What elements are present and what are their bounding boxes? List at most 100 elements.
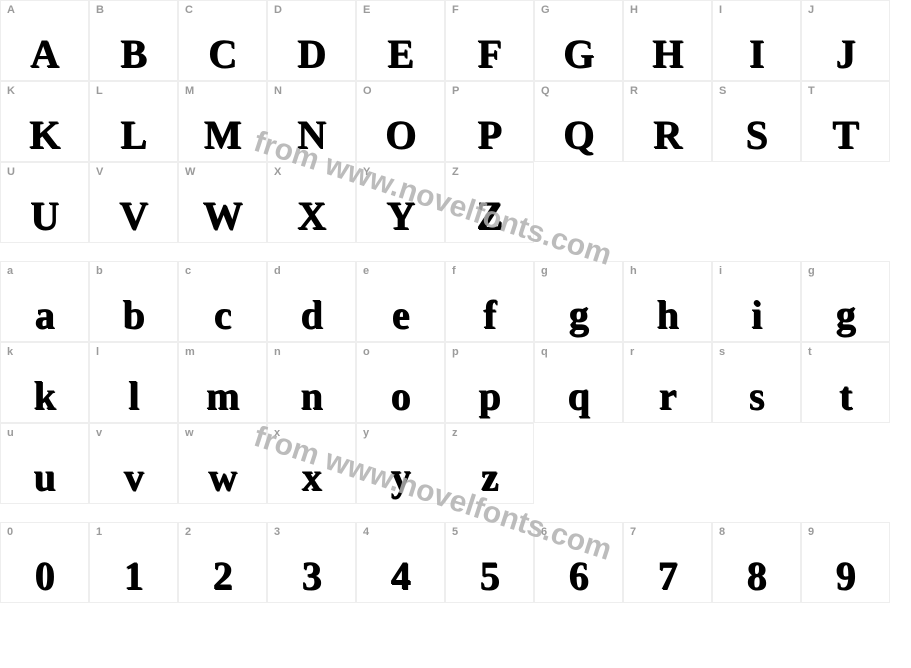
charmap-cell-glyph: H	[624, 34, 711, 74]
charmap-cell: 00	[0, 522, 89, 603]
charmap-cell-label: x	[274, 427, 280, 439]
charmap-cell: FF	[445, 0, 534, 81]
charmap-cell: aa	[0, 261, 89, 342]
charmap-cell-label: z	[452, 427, 458, 439]
charmap-cell-glyph: M	[179, 115, 266, 155]
charmap-cell-label: S	[719, 85, 726, 97]
charmap-cell: JJ	[801, 0, 890, 81]
charmap-cell-label: C	[185, 4, 193, 16]
charmap-cell: gg	[801, 261, 890, 342]
charmap-cell-label: L	[96, 85, 103, 97]
charmap-cell: kk	[0, 342, 89, 423]
charmap-cell-glyph: b	[90, 295, 177, 335]
charmap-cell: EE	[356, 0, 445, 81]
charmap-cell: ee	[356, 261, 445, 342]
charmap-cell: RR	[623, 81, 712, 162]
charmap-cell-label: d	[274, 265, 281, 277]
charmap-cell-label: A	[7, 4, 15, 16]
charmap-cell-glyph: e	[357, 295, 444, 335]
charmap-cell-glyph: C	[179, 34, 266, 74]
charmap-cell-glyph: J	[802, 34, 889, 74]
charmap-cell-label: K	[7, 85, 15, 97]
charmap-cell-glyph: a	[1, 295, 88, 335]
charmap-cell-glyph: g	[535, 295, 622, 335]
charmap-cell-label: m	[185, 346, 195, 358]
charmap-cell-glyph: k	[1, 376, 88, 416]
charmap-cell: YY	[356, 162, 445, 243]
charmap-cell-glyph: A	[1, 34, 88, 74]
charmap-cell: KK	[0, 81, 89, 162]
charmap-cell: GG	[534, 0, 623, 81]
charmap-cell: dd	[267, 261, 356, 342]
charmap-cell-glyph: d	[268, 295, 355, 335]
charmap-cell-glyph: P	[446, 115, 533, 155]
charmap-cell-label: s	[719, 346, 725, 358]
charmap-cell-label: 7	[630, 526, 636, 538]
charmap-cell-glyph: 7	[624, 556, 711, 596]
charmap-cell-blank	[712, 162, 801, 243]
font-charmap: AABBCCDDEEFFGGHHIIJJKKLLMMNNOOPPQQRRSSTT…	[0, 0, 911, 603]
charmap-cell: CC	[178, 0, 267, 81]
charmap-cell-glyph: o	[357, 376, 444, 416]
charmap-cell-glyph: z	[446, 457, 533, 497]
charmap-cell-glyph: 4	[357, 556, 444, 596]
charmap-cell-glyph: l	[90, 376, 177, 416]
charmap-cell: 55	[445, 522, 534, 603]
charmap-cell-label: T	[808, 85, 815, 97]
charmap-cell-glyph: B	[90, 34, 177, 74]
charmap-cell-blank	[712, 423, 801, 504]
charmap-cell: PP	[445, 81, 534, 162]
charmap-cell-label: i	[719, 265, 722, 277]
charmap-cell-glyph: K	[1, 115, 88, 155]
charmap-cell-glyph: V	[90, 196, 177, 236]
charmap-cell-label: X	[274, 166, 281, 178]
charmap-cell-label: I	[719, 4, 722, 16]
charmap-cell-glyph: t	[802, 376, 889, 416]
charmap-cell: yy	[356, 423, 445, 504]
charmap-cell: uu	[0, 423, 89, 504]
charmap-cell-glyph: i	[713, 295, 800, 335]
charmap-cell: HH	[623, 0, 712, 81]
charmap-cell: ff	[445, 261, 534, 342]
charmap-cell-blank	[801, 423, 890, 504]
charmap-cell-glyph: f	[446, 295, 533, 335]
charmap-cell-glyph: S	[713, 115, 800, 155]
charmap-cell-glyph: Z	[446, 196, 533, 236]
block-spacer	[0, 504, 910, 522]
charmap-cell-glyph: 5	[446, 556, 533, 596]
charmap-cell-label: D	[274, 4, 282, 16]
charmap-cell-label: y	[363, 427, 369, 439]
charmap-cell-label: t	[808, 346, 812, 358]
charmap-cell-label: 8	[719, 526, 725, 538]
charmap-cell-label: B	[96, 4, 104, 16]
charmap-cell-label: V	[96, 166, 103, 178]
charmap-cell-glyph: n	[268, 376, 355, 416]
charmap-cell-label: c	[185, 265, 191, 277]
charmap-cell: AA	[0, 0, 89, 81]
charmap-cell-blank	[623, 162, 712, 243]
charmap-cell-glyph: D	[268, 34, 355, 74]
charmap-cell: UU	[0, 162, 89, 243]
charmap-cell: oo	[356, 342, 445, 423]
charmap-cell-label: l	[96, 346, 99, 358]
charmap-cell-glyph: E	[357, 34, 444, 74]
charmap-cell-glyph: 3	[268, 556, 355, 596]
charmap-cell-label: e	[363, 265, 369, 277]
charmap-cell-glyph: U	[1, 196, 88, 236]
charmap-cell-glyph: L	[90, 115, 177, 155]
charmap-cell-glyph: R	[624, 115, 711, 155]
charmap-cell: NN	[267, 81, 356, 162]
charmap-cell: gg	[534, 261, 623, 342]
charmap-cell: TT	[801, 81, 890, 162]
charmap-cell: vv	[89, 423, 178, 504]
charmap-cell-glyph: 6	[535, 556, 622, 596]
charmap-cell-label: r	[630, 346, 634, 358]
charmap-cell-glyph: F	[446, 34, 533, 74]
charmap-cell-label: g	[808, 265, 815, 277]
charmap-cell: ww	[178, 423, 267, 504]
charmap-cell-label: 9	[808, 526, 814, 538]
charmap-cell: xx	[267, 423, 356, 504]
charmap-cell: ll	[89, 342, 178, 423]
charmap-cell-label: v	[96, 427, 102, 439]
charmap-block-uppercase: AABBCCDDEEFFGGHHIIJJKKLLMMNNOOPPQQRRSSTT…	[0, 0, 910, 243]
